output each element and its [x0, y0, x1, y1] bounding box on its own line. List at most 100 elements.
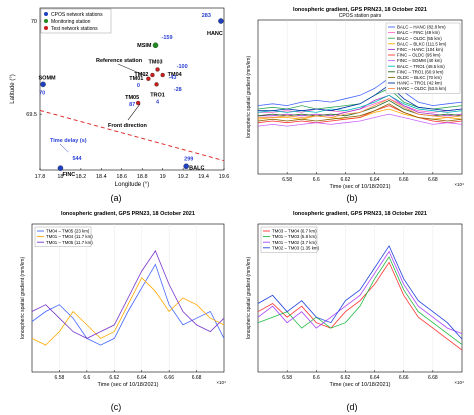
x-axis-label: Time (sec of 10/18/2021) — [98, 382, 159, 388]
x-exponent: ×10⁴ — [454, 182, 464, 187]
map-axes-frame — [39, 7, 225, 171]
series-line-0 — [257, 77, 463, 107]
panel-d-short-baseline-gradients: Ionospheric gradient, GPS PRN23, 18 Octo… — [246, 211, 464, 388]
legend-entry: TM01 – TM03 (5.8 km) — [272, 234, 317, 239]
front-direction-label: Front direction — [108, 123, 147, 129]
x-tick-label: 6.62 — [341, 375, 351, 381]
legend-entry: TM01 – TM04 (11.7 km) — [46, 234, 93, 239]
station-marker-msim — [152, 42, 159, 48]
x-tick-label: 6.62 — [109, 375, 119, 381]
station-marker-tm02 — [150, 72, 155, 78]
x-tick-label: 19 — [160, 174, 166, 180]
series-line-1 — [31, 277, 225, 346]
x-tick-label: 19.2 — [178, 174, 189, 180]
front-dashed-line — [39, 109, 225, 162]
chart-subtitle: CPOS station pairs — [339, 13, 382, 19]
y-axis-label: Ionospheric spatial gradient (mm/km) — [246, 257, 252, 340]
x-axis-label: Time (sec of 10/18/2021) — [330, 382, 391, 388]
series-line-1 — [257, 256, 463, 345]
x-tick-label: 17.8 — [35, 174, 46, 180]
x-axis-label: Time (sec of 10/18/2021) — [330, 184, 391, 190]
panel-label-c: (c) — [111, 402, 122, 412]
legend-entry: CPOS network stations — [51, 12, 103, 18]
x-tick-label: 6.68 — [192, 375, 202, 381]
x-tick-label: 6.66 — [399, 177, 409, 183]
panel-label-b: (b) — [347, 193, 358, 203]
panel-label-d: (d) — [347, 402, 358, 412]
x-axis-label: Longitude (°) — [115, 182, 149, 188]
series-line-4 — [258, 94, 463, 117]
x-tick-label: 6.6 — [83, 375, 90, 381]
panel-b-cpos-gradients: Ionospheric gradient, GPS PRN23, 18 Octo… — [246, 7, 464, 190]
legend-entry: BALC – BLKC (111.5 km) — [397, 41, 447, 46]
legend-box — [260, 226, 318, 253]
x-tick-label: 18.8 — [137, 174, 148, 180]
station-marker-tm05 — [135, 100, 141, 106]
time-delay-finc: 544 — [72, 156, 82, 162]
station-marker-finc — [57, 165, 64, 171]
legend-box — [34, 226, 92, 247]
series-line-2 — [257, 250, 463, 334]
legend-entry: FINC – HANC (104 km) — [397, 47, 444, 52]
station-name-tm05: TM05 — [125, 95, 139, 101]
legend-entry: HANC – OLDC (53.5 km) — [397, 86, 447, 91]
reference-arrow — [117, 63, 146, 76]
time-delay-tm05: 87 — [129, 102, 135, 108]
station-marker-tm04 — [160, 72, 165, 78]
station-marker-tm03 — [155, 67, 160, 72]
series-line-11 — [258, 98, 463, 118]
series-line-0 — [257, 261, 463, 351]
x-tick-label: 18.2 — [76, 174, 87, 180]
station-marker-tro1 — [154, 82, 159, 87]
time-delay-somm: 70 — [39, 90, 45, 96]
legend-entry: TM01 – TM02 (3.7 km) — [272, 240, 317, 245]
y-axis-label: Ionospheric spatial gradient (mm/km) — [246, 56, 252, 139]
series-line-3 — [257, 245, 463, 340]
legend-entry: Monitoring station — [51, 19, 91, 25]
x-tick-label: 6.68 — [428, 177, 438, 183]
legend-marker — [44, 19, 48, 23]
x-tick-label: 19.6 — [219, 174, 230, 180]
x-exponent: ×10⁴ — [216, 380, 226, 385]
legend-entry: TM03 – TM04 (6.7 km) — [272, 229, 317, 234]
series-line-5 — [257, 105, 463, 124]
x-tick-label: 6.58 — [282, 375, 292, 381]
station-marker-tm01 — [146, 76, 151, 81]
chart-title: Ionospheric gradient, GPS PRN23, 18 Octo… — [293, 211, 427, 217]
station-name-somm: SOMM — [39, 75, 57, 81]
legend-entry: TM04 – TM05 (23 km) — [46, 229, 90, 234]
station-name-tro1: TRO1 — [150, 92, 165, 98]
legend-entry: BALC – OLDC (55 km) — [397, 36, 442, 41]
legend-entry: OLDC – BLKC (70 km) — [397, 75, 442, 80]
panel-label-a: (a) — [111, 193, 122, 203]
legend-entry: BALC – HANC (82.8 km) — [397, 25, 446, 30]
station-name-tm04: TM04 — [168, 72, 183, 78]
x-tick-label: 6.62 — [341, 177, 351, 183]
reference-station-label: Reference station — [96, 58, 143, 64]
legend-entry: FINC – SOMM (40 km) — [397, 58, 442, 63]
chart-title: Ionospheric gradient, GPS PRN23, 18 Octo… — [293, 7, 427, 13]
x-tick-label: 18 — [57, 174, 63, 180]
legend-entry: FINC – TRO1 (60.9 km) — [397, 69, 444, 74]
series-line-2 — [31, 250, 225, 339]
time-delay-extra: -28 — [174, 87, 182, 93]
station-name-tm01: TM01 — [129, 76, 143, 82]
legend-box — [40, 8, 112, 34]
x-tick-label: 19.4 — [198, 174, 209, 180]
chart-title: Ionospheric gradient, GPS PRN23, 18 Octo… — [61, 211, 195, 217]
x-tick-label: 6.58 — [282, 177, 292, 183]
station-name-tm02: TM02 — [134, 72, 148, 78]
x-tick-label: 6.6 — [313, 375, 320, 381]
x-exponent: ×10⁴ — [454, 380, 464, 385]
x-tick-label: 6.66 — [164, 375, 174, 381]
station-name-hanc: HANC — [207, 31, 223, 37]
time-delay-pointer — [59, 143, 69, 153]
legend-entry: FINC – OLDC (95 km) — [397, 53, 441, 58]
panel-a-map: 17.8 18 18.2 18.4 18.6 18.8 19 19.2 19.4 19.6 69.5… — [10, 7, 230, 188]
time-delay-balc: 299 — [184, 156, 193, 162]
series-line-7 — [257, 94, 463, 113]
legend-entry: Test network stations — [51, 26, 98, 32]
x-tick-label: 6.58 — [55, 375, 65, 381]
x-tick-label: 6.66 — [399, 375, 409, 381]
